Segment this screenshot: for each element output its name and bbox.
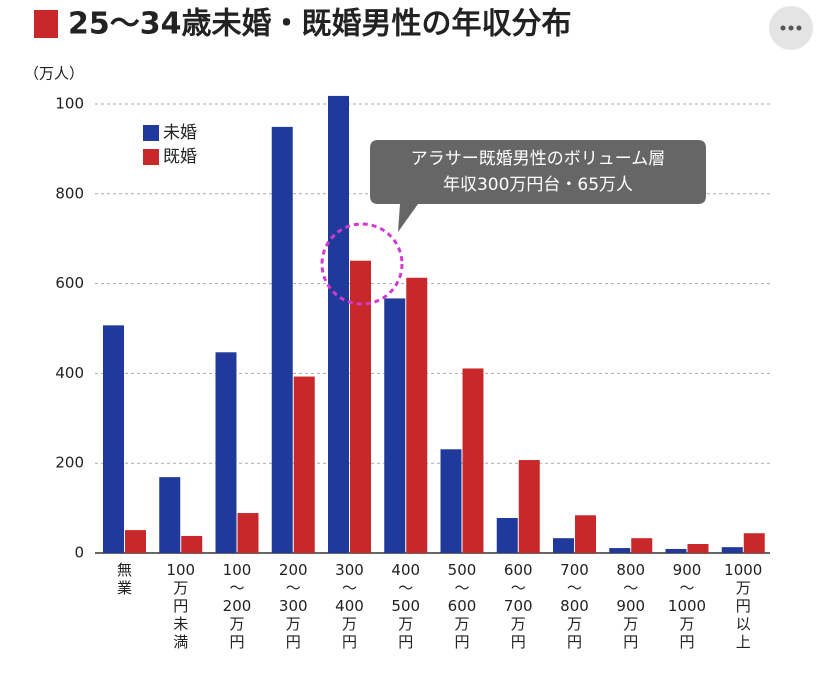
bar — [293, 376, 315, 553]
x-tick-label: 300 〜 400 万円 — [335, 561, 364, 651]
x-tick-label: 100 〜 200 万円 — [223, 561, 252, 651]
y-tick-label: 100 — [55, 95, 84, 113]
x-tick-label: 500 〜 600 万円 — [448, 561, 477, 651]
chart-title: 25〜34歳未婚・既婚男性の年収分布 — [68, 7, 572, 42]
bar — [328, 95, 349, 553]
bar — [181, 535, 203, 553]
y-tick-label: 0 — [74, 544, 84, 562]
legend-label: 既婚 — [163, 147, 197, 167]
bar — [215, 352, 237, 553]
bar — [609, 548, 631, 553]
highlight-circle — [320, 222, 404, 306]
bar — [496, 517, 518, 553]
more-dot — [796, 25, 802, 31]
bar — [721, 547, 743, 553]
bar — [518, 460, 540, 553]
y-tick-label: 200 — [55, 454, 84, 472]
more-dot — [780, 25, 786, 31]
x-tick-label: 700 〜 800 万円 — [560, 561, 589, 651]
x-tick-label: 400 〜 500 万円 — [391, 561, 420, 651]
y-tick-label: 400 — [55, 364, 84, 382]
y-unit: （万人） — [24, 65, 84, 83]
bar — [125, 530, 146, 553]
x-tick-label: 800 〜 900 万円 — [616, 561, 645, 651]
bar — [462, 368, 484, 553]
callout-box — [370, 140, 706, 232]
bar — [665, 548, 687, 553]
x-tick-label: 100 万円未満 — [166, 561, 195, 651]
x-tick-label: 200 〜 300 万円 — [279, 561, 308, 651]
title-marker — [34, 10, 58, 38]
bar — [575, 515, 596, 553]
plot: 0 200 400 600 800 100 無業 100 万円未満 100 〜 200 万円 200 〜 30… — [55, 95, 770, 651]
bar — [440, 449, 462, 553]
x-tick-label: 1000 万円以上 — [724, 561, 762, 651]
bar — [406, 277, 428, 553]
x-tick-label: 900 〜 1000 万円 — [668, 561, 706, 651]
legend-swatch — [143, 149, 159, 165]
x-tick-label: 600 〜 700 万円 — [504, 561, 533, 651]
x-tick-label: 無業 — [117, 561, 132, 597]
bar — [237, 513, 259, 553]
bar — [103, 325, 124, 553]
callout-text: アラサー既婚男性のボリューム層 — [411, 149, 666, 169]
bar — [743, 533, 765, 553]
bar — [631, 538, 653, 553]
y-tick-label: 600 — [55, 274, 84, 292]
legend-label: 未婚 — [163, 123, 197, 143]
y-tick-label: 800 — [55, 184, 84, 202]
bar — [271, 126, 293, 554]
bar — [350, 260, 371, 553]
legend-swatch — [143, 125, 159, 141]
bar — [384, 298, 406, 553]
bar — [553, 538, 574, 553]
bar — [159, 477, 181, 553]
bar — [687, 544, 709, 553]
more-dot — [788, 25, 794, 31]
callout-text: 年収300万円台・65万人 — [443, 175, 633, 195]
